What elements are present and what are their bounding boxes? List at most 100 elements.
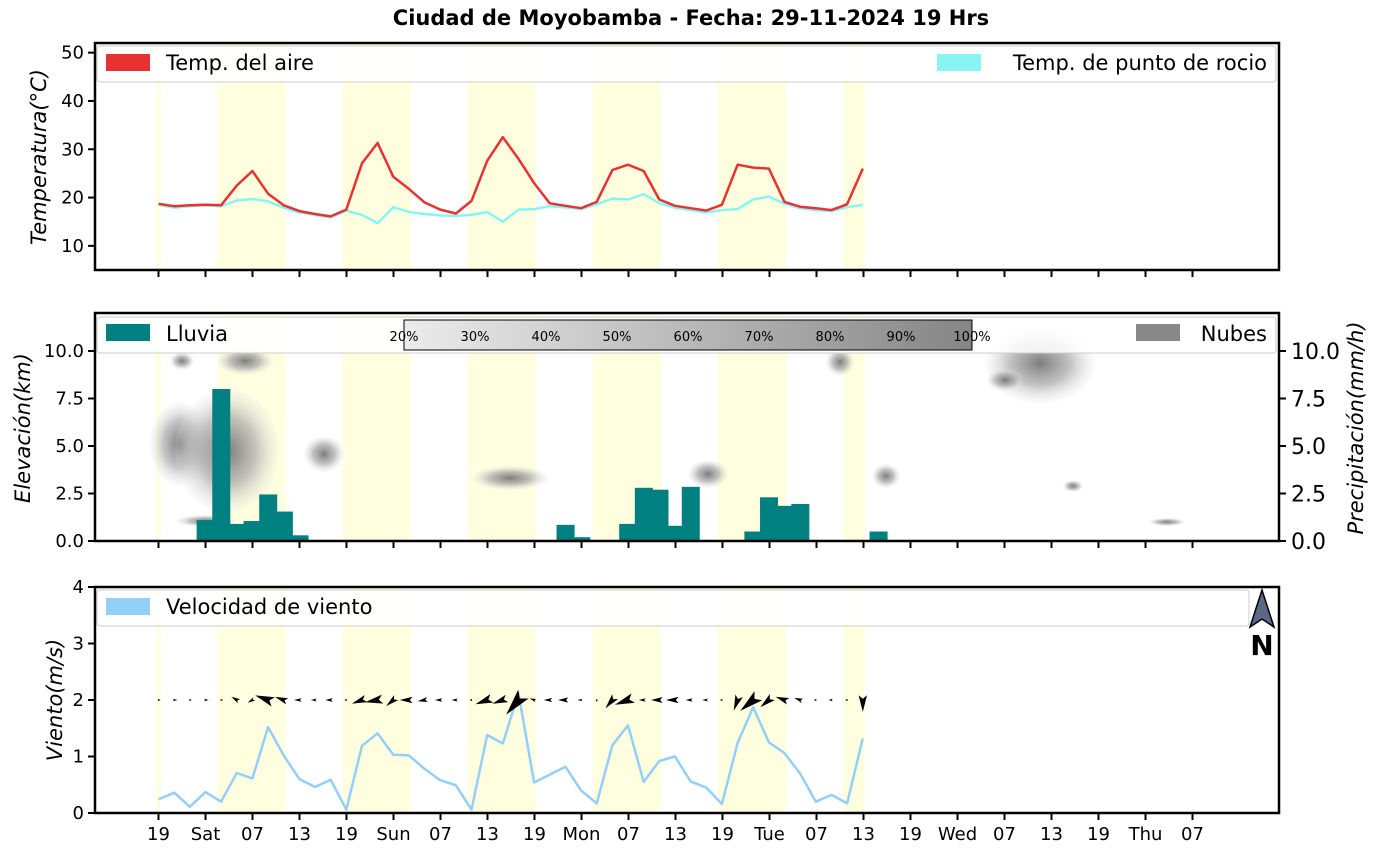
- rain-bar: [619, 523, 638, 541]
- cloud-colorbar-label: 20%: [390, 330, 419, 345]
- wind-arrow: [543, 697, 553, 703]
- wind-arrow: [702, 698, 708, 702]
- y-tick-label: 10.0: [44, 341, 84, 362]
- wind-arrow: [760, 694, 775, 708]
- wind-arrow: [172, 698, 178, 702]
- rain-bar: [744, 531, 763, 541]
- legend-label-cloud: Nubes: [1201, 322, 1267, 346]
- y-tick-label: 4: [73, 577, 84, 598]
- x-tick-label: 13: [476, 824, 499, 845]
- x-tick-label: Mon: [563, 824, 601, 845]
- wind-arrow: [351, 694, 368, 704]
- precipitation-y-label: Precipitación(mm/h): [1344, 321, 1368, 534]
- y-tick-label: 50: [61, 43, 84, 64]
- wind-arrow: [255, 695, 275, 707]
- cloud-blob: [872, 464, 900, 488]
- x-tick-label: Sat: [191, 824, 221, 845]
- y-tick-label-right: 2.5: [1291, 483, 1326, 508]
- legend-label-rain: Lluvia: [166, 322, 228, 346]
- y-tick-label: 10: [61, 236, 84, 257]
- x-tick-label: Thu: [1128, 824, 1163, 845]
- cloud-blob: [304, 436, 344, 472]
- legend-swatch-wind: [106, 598, 150, 615]
- rain-bar: [760, 497, 779, 541]
- cloud-colorbar-label: 40%: [532, 330, 561, 345]
- x-tick-label: 07: [1181, 824, 1204, 845]
- cloud-colorbar-label: 80%: [816, 330, 845, 345]
- wind-legend: Velocidad de viento: [96, 589, 1250, 627]
- rain-panel: Lluvia Nubes 20% 30% 40% 50% 60% 70% 80% 90% 100…: [11, 311, 1368, 555]
- wind-arrow: [577, 698, 583, 702]
- north-arrow: N: [1248, 587, 1276, 662]
- temperature-y-ticks: 10 20 30 40 50: [61, 43, 95, 257]
- y-tick-label: 0.0: [55, 531, 84, 552]
- wind-arrow: [386, 695, 399, 706]
- north-arrow-icon: [1248, 587, 1276, 629]
- x-tick-label: 13: [288, 824, 311, 845]
- cloud-blob: [170, 352, 194, 370]
- legend-label-dew-point: Temp. de punto de rocio: [1012, 51, 1267, 75]
- temperature-panel: Temp. del aire Temp. de punto de rocio 1…: [27, 41, 1281, 277]
- wind-arrow: [595, 699, 598, 702]
- cloud-blob: [688, 460, 728, 488]
- cloud-blob: [472, 466, 548, 490]
- wind-arrow: [740, 691, 763, 711]
- y-tick-label-right: 5.0: [1291, 435, 1326, 460]
- cloud-colorbar-label: 60%: [674, 330, 703, 345]
- cloud-blob: [1149, 518, 1185, 526]
- wind-arrow: [294, 698, 302, 702]
- wind-direction-arrows: [157, 689, 868, 715]
- cloud-blob: [826, 348, 854, 376]
- y-tick-label: 7.5: [55, 389, 84, 410]
- wind-arrow: [605, 694, 619, 709]
- x-tick-label: 07: [617, 824, 640, 845]
- x-tick-label: 19: [1087, 824, 1110, 845]
- x-tick-label: Tue: [753, 824, 785, 845]
- wind-arrow: [685, 698, 693, 702]
- night-band: [843, 43, 865, 270]
- x-tick-label: 19: [711, 824, 734, 845]
- x-tick-label: 13: [1040, 824, 1063, 845]
- wind-arrow: [828, 698, 833, 702]
- cloud-blob: [217, 347, 273, 375]
- wind-arrow: [451, 698, 458, 702]
- x-tick-label: 07: [241, 824, 264, 845]
- wind-arrow: [157, 698, 161, 702]
- dew-point-line: [158, 192, 863, 225]
- y-tick-label: 0: [73, 803, 84, 824]
- cloud-colorbar-label: 70%: [745, 330, 774, 345]
- cloud-colorbar: 20% 30% 40% 50% 60% 70% 80% 90% 100%: [390, 319, 991, 351]
- cloud-colorbar-label: 100%: [953, 330, 990, 345]
- x-axis-tick-labels: 19 Sat 07 13 19 Sun 07 13 19 Mon 07 13 19 Tue 07 13 19 We…: [147, 824, 1204, 845]
- wind-y-ticks: 0 1 2 3 4: [73, 577, 95, 824]
- rain-bar: [666, 525, 685, 541]
- rain-bar: [243, 521, 262, 541]
- x-tick-label: 19: [335, 824, 358, 845]
- rain-bar: [290, 535, 309, 541]
- temperature-x-ticks: [157, 270, 1194, 277]
- rain-bar: [259, 494, 278, 541]
- y-tick-label-right: 0.0: [1291, 530, 1326, 555]
- legend-swatch-air-temp: [106, 54, 150, 71]
- y-tick-label: 1: [73, 747, 84, 768]
- rain-bar: [572, 537, 591, 541]
- wind-arrow: [310, 698, 317, 702]
- wind-arrow: [719, 698, 723, 702]
- wind-arrow: [858, 695, 868, 712]
- rain-bar: [227, 523, 246, 541]
- rain-bar: [634, 487, 653, 541]
- cloud-blob: [987, 369, 1023, 391]
- legend-label-air-temp: Temp. del aire: [165, 51, 314, 75]
- wind-arrow: [651, 697, 663, 703]
- cloud-blob: [1063, 480, 1083, 492]
- rain-bar: [681, 486, 700, 541]
- air-temp-line: [158, 135, 864, 218]
- rain-bar: [791, 503, 810, 541]
- x-tick-label: 13: [664, 824, 687, 845]
- x-tick-label: 07: [805, 824, 828, 845]
- cloud-colorbar-label: 50%: [603, 330, 632, 345]
- rain-x-ticks: [157, 541, 1194, 548]
- legend-swatch-dew-point: [937, 54, 981, 71]
- y-tick-label: 40: [61, 91, 84, 112]
- legend-swatch-rain: [106, 324, 150, 341]
